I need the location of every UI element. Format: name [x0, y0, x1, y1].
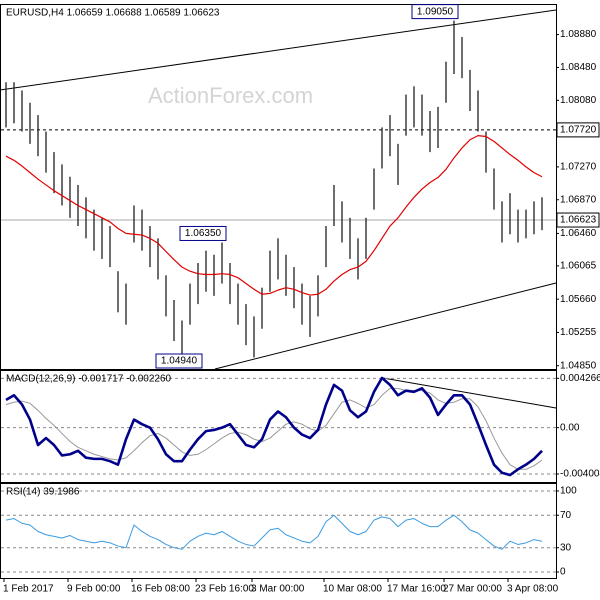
macd-panel — [0, 370, 557, 483]
price-tag-label: 1.09050 — [417, 6, 454, 17]
x-tick-label: 3 Mar 00:00 — [251, 584, 305, 595]
y-tick-label: 30 — [560, 542, 572, 553]
price-panel — [0, 4, 557, 370]
x-tick-label: 17 Mar 16:00 — [387, 584, 446, 595]
price-tag-box — [155, 353, 203, 369]
y-tick-label: 0.00 — [560, 422, 580, 433]
panel-title: RSI(14) 39.1986 — [6, 487, 80, 498]
y-tick-label: 100 — [560, 486, 577, 497]
x-tick-label: 9 Feb 00:00 — [67, 584, 121, 595]
panel-title: EURUSD,H4 1.06659 1.06688 1.06589 1.0662… — [6, 8, 220, 19]
series-line — [5, 387, 543, 470]
price-tag-box — [411, 4, 459, 20]
y-tick-label: 1.04850 — [560, 360, 597, 371]
y-tick-label: 1.08080 — [560, 95, 597, 106]
price-tag-box — [179, 225, 227, 241]
trendline — [0, 9, 557, 91]
price-tag-label: 1.06350 — [185, 228, 222, 239]
watermark: ActionForex.com — [148, 83, 313, 108]
axis-tag-box — [556, 212, 600, 228]
rsi-panel — [0, 483, 557, 579]
x-tick-label: 1 Feb 2017 — [3, 584, 54, 595]
y-tick-label: 1.05660 — [560, 294, 597, 305]
y-tick-label: 1.06460 — [560, 228, 597, 239]
y-tick-label: 1.05255 — [560, 327, 597, 338]
series-line — [5, 376, 543, 477]
axis-tag-label: 1.07720 — [560, 125, 597, 136]
panel-title: MACD(12,26,9) -0.001717 -0.002260 — [6, 374, 172, 385]
y-tick-label: 1.07270 — [560, 162, 597, 173]
series-line — [5, 135, 543, 296]
x-tick-label: 10 Mar 08:00 — [323, 584, 382, 595]
y-tick-label: 1.06065 — [560, 261, 597, 272]
trendline — [214, 282, 557, 370]
x-tick-label: 3 Apr 08:00 — [507, 584, 559, 595]
axis-tag-box — [556, 122, 600, 138]
y-tick-label: 0.004266 — [560, 373, 600, 384]
y-tick-label: 1.06870 — [560, 194, 597, 205]
y-tick-label: 70 — [560, 510, 572, 521]
x-tick-label: 23 Feb 16:00 — [195, 584, 254, 595]
y-tick-label: 1.08480 — [560, 62, 597, 73]
x-tick-label: 16 Feb 08:00 — [131, 584, 190, 595]
trendline — [382, 377, 557, 409]
y-tick-label: 0 — [560, 567, 566, 578]
price-tag-label: 1.04940 — [161, 356, 198, 367]
y-tick-label: -0.004004 — [560, 469, 600, 480]
axis-tag-label: 1.06623 — [560, 215, 597, 226]
y-tick-label: 1.08880 — [560, 29, 597, 40]
series-line — [5, 514, 543, 550]
x-tick-label: 27 Mar 00:00 — [443, 584, 502, 595]
